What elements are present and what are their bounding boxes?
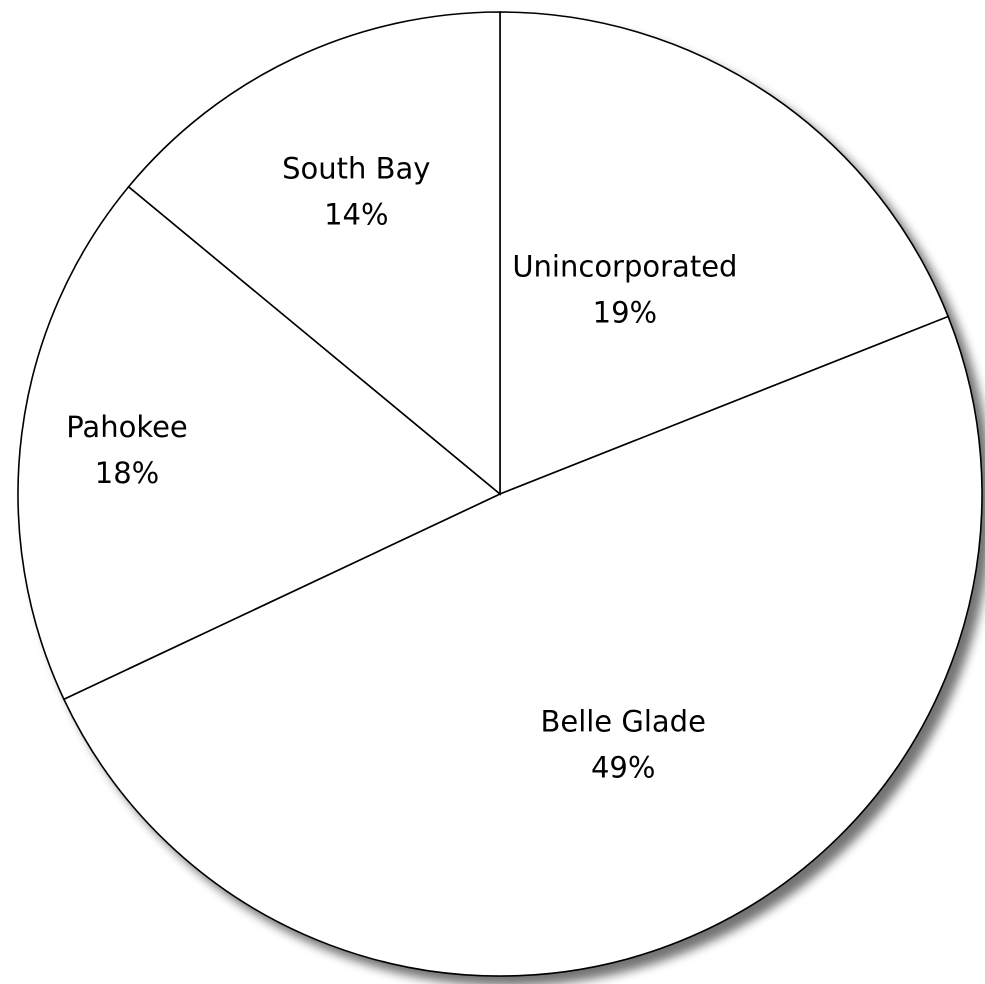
pie-slices [17,11,983,977]
slice-value-unincorporated: 19% [593,296,657,330]
slice-value-south-bay: 14% [324,198,388,232]
slice-label-pahokee: Pahokee [66,410,188,444]
pie-slice-belle-glade [62,315,983,977]
slice-label-south-bay: South Bay [282,152,430,186]
slice-value-belle-glade: 49% [591,751,655,785]
slice-label-belle-glade: Belle Glade [540,705,705,739]
pie-labels: Unincorporated 19% Belle Glade 49% Pahokee 18… [66,152,737,785]
slice-label-unincorporated: Unincorporated [512,250,737,284]
slice-value-pahokee: 18% [95,456,159,490]
pie-slice-unincorporated [499,11,950,496]
pie-slice-south-bay [127,11,501,496]
pie-slice-pahokee [17,185,502,701]
